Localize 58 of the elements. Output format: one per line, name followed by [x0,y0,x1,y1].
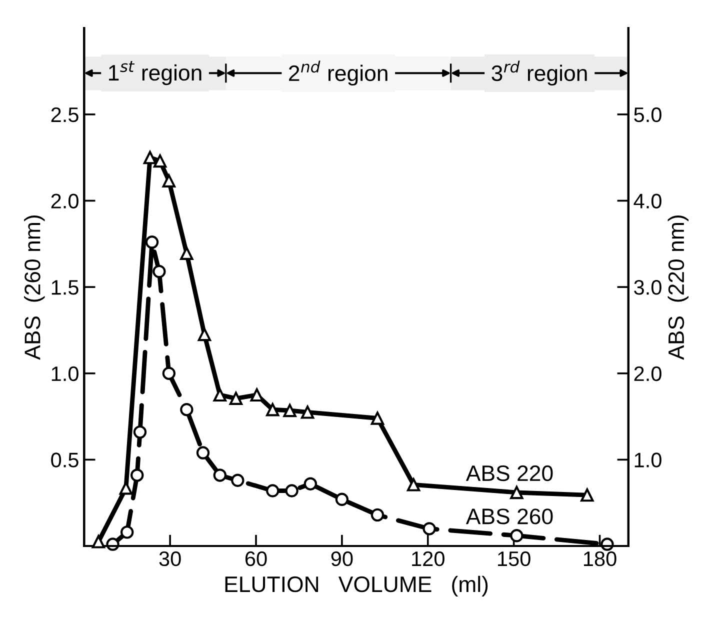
series-label: ABS 260 [466,508,553,524]
series-label: ABS 220 [466,465,553,482]
y-tick-label: 1.5 [52,280,78,295]
point [266,484,280,498]
point [580,488,594,502]
x-tick-label: 90 [331,551,353,566]
point [510,529,524,542]
band-label: 3$^{rd}$ region [492,60,587,86]
point [130,468,144,482]
point [153,154,167,168]
point [145,236,159,249]
x-axis-title: ELUTION VOLUME (ml) [225,576,488,597]
y2-axis-title: ABS (220 nm) [668,216,688,360]
y2-tick-label: 2.0 [634,366,662,382]
band-label: 2$^{nd}$ region [289,60,388,86]
point [285,484,298,498]
x-tick-label: 120 [412,551,444,566]
point [162,174,176,188]
point [92,535,106,548]
point [143,150,157,164]
y2-tick-label: 4.0 [634,194,662,208]
point [198,328,212,342]
point [231,474,244,487]
point [335,492,349,506]
x-tick-label: 150 [498,551,530,566]
point [250,388,264,402]
point [422,522,436,536]
point [152,264,166,278]
point [283,404,296,418]
band-label: 1$^{st}$ region [109,61,202,86]
point [213,468,227,482]
y-tick-label: 1.0 [52,366,78,382]
point [370,508,384,522]
x-tick-label: 30 [159,551,181,566]
x-tick-label: 60 [245,551,267,566]
y2-tick-label: 1.0 [634,452,662,468]
point [213,388,227,402]
point [266,403,280,416]
y2-tick-label: 3.0 [634,280,662,295]
y2-tick-label: 5.0 [634,107,662,122]
y-tick-label: 2.5 [51,107,78,122]
x-tick-label: 180 [584,551,616,566]
point [120,526,134,539]
point [196,446,210,460]
point [119,482,133,495]
point [304,477,318,490]
point [180,403,194,416]
y-axis-title: ABS (260 nm) [24,216,45,360]
point [406,478,420,492]
point [510,486,524,500]
point [300,406,314,419]
point [370,412,384,425]
y-tick-label: 0.5 [51,452,78,468]
point [162,366,176,380]
y-tick-label: 2.0 [51,194,78,208]
point [229,392,243,405]
point [133,425,147,439]
point [180,246,194,260]
